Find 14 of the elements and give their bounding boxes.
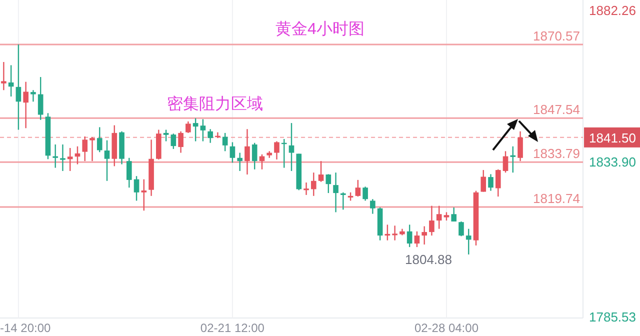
text: 黄金4小时图 <box>276 20 364 38</box>
ref-line-label: 1870.57 <box>533 28 580 44</box>
x-tick-label: 02-28 04:00 <box>414 321 479 335</box>
ref-line-label: 1841.50 <box>589 130 636 146</box>
y-tick-label: 1833.90 <box>589 154 636 170</box>
x-tick-label: -14 20:00 <box>0 321 52 335</box>
annotation: 密集阻力区域 <box>167 95 263 113</box>
ref-line-label: 1847.54 <box>533 102 580 118</box>
y-tick-label: 1882.26 <box>589 3 636 18</box>
x-tick-label: 02-21 12:00 <box>200 321 265 335</box>
y-tick-label: 1785.53 <box>589 309 636 324</box>
annotation: 1804.88 <box>405 252 452 267</box>
ref-line-label: 1819.74 <box>533 190 580 206</box>
ref-line-label: 1833.79 <box>533 146 580 162</box>
